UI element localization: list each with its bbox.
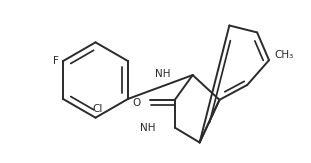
Text: NH: NH	[140, 123, 155, 133]
Text: F: F	[53, 56, 59, 66]
Text: NH: NH	[155, 69, 170, 79]
Text: O: O	[132, 98, 140, 108]
Text: Cl: Cl	[92, 104, 103, 114]
Text: CH₃: CH₃	[274, 50, 293, 60]
